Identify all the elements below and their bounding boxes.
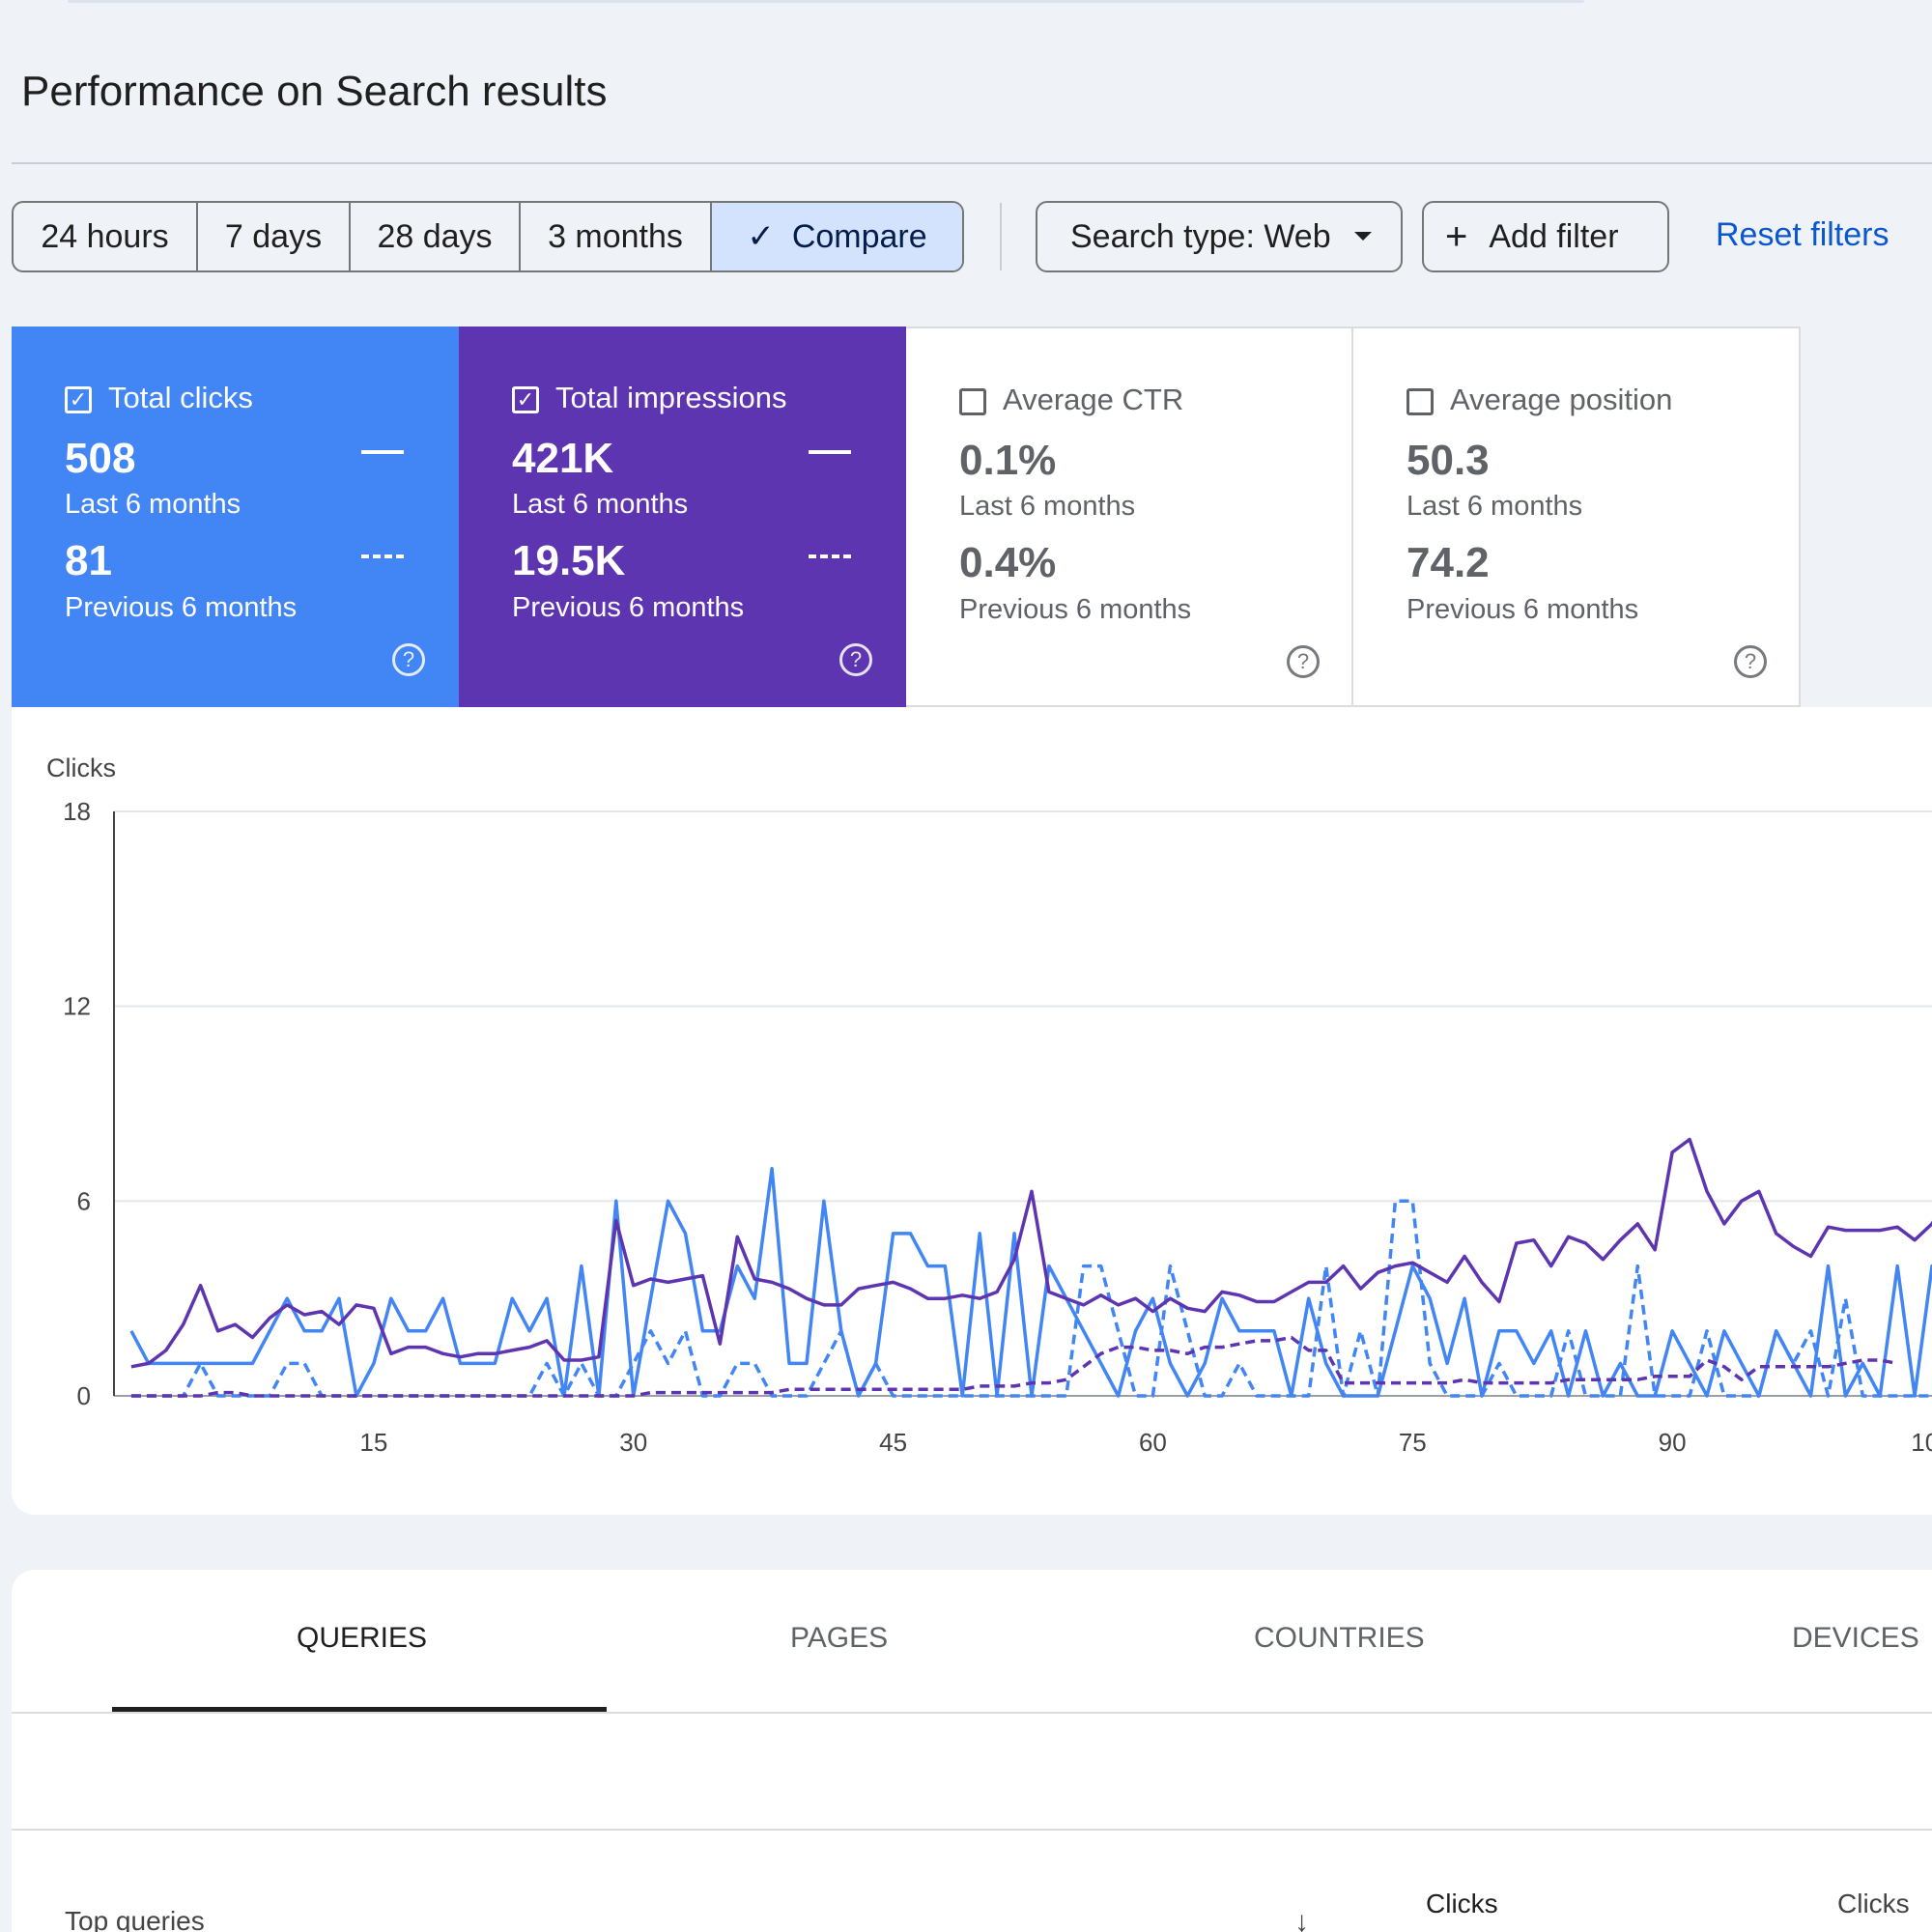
metric-label: Average position bbox=[1450, 383, 1673, 416]
plus-icon: + bbox=[1445, 215, 1468, 258]
metric-prev-period: Previous 6 months bbox=[959, 594, 1192, 625]
search-type-dropdown[interactable]: Search type: Web bbox=[1036, 201, 1403, 272]
metric-prev-period: Previous 6 months bbox=[65, 592, 298, 623]
page-title: Performance on Search results bbox=[21, 68, 608, 115]
checkbox-checked-icon[interactable]: ✓ bbox=[512, 386, 539, 413]
metric-card-average-position[interactable]: Average position 50.3 Last 6 months 74.2… bbox=[1353, 327, 1801, 707]
metric-period: Last 6 months bbox=[1406, 491, 1583, 522]
metric-period: Last 6 months bbox=[959, 491, 1136, 522]
solid-line-legend-icon bbox=[361, 450, 404, 454]
metric-prev-period: Previous 6 months bbox=[512, 592, 745, 623]
toolbar-separator bbox=[1000, 203, 1002, 270]
clicks-prev-column-header[interactable]: Clicks bbox=[1837, 1889, 1910, 1918]
top-queries-header: Top queries bbox=[65, 1906, 205, 1932]
table-toolbar-divider bbox=[12, 1829, 1932, 1831]
dimension-tabs-panel: QUERIES PAGES COUNTRIES DEVICES Top quer… bbox=[12, 1570, 1932, 1932]
y-tick-label: 6 bbox=[77, 1186, 91, 1215]
metric-value: 50.3 bbox=[1406, 437, 1490, 484]
checkbox-unchecked-icon[interactable] bbox=[959, 388, 986, 415]
add-filter-button[interactable]: + Add filter bbox=[1422, 201, 1669, 272]
help-icon[interactable]: ? bbox=[1287, 645, 1320, 678]
checkbox-checked-icon[interactable]: ✓ bbox=[65, 386, 92, 413]
top-scroll-indicator bbox=[68, 0, 1584, 3]
x-tick-label: 15 bbox=[359, 1428, 387, 1457]
arrow-down-icon[interactable]: ↓ bbox=[1294, 1906, 1309, 1932]
checkbox-unchecked-icon[interactable] bbox=[1406, 388, 1434, 415]
x-tick-label: 105 bbox=[1911, 1428, 1932, 1457]
help-icon[interactable]: ? bbox=[839, 643, 872, 676]
impressions-previous-series-line bbox=[130, 1335, 1898, 1398]
y-tick-label: 12 bbox=[63, 992, 91, 1021]
checkmark-icon: ✓ bbox=[747, 218, 775, 255]
tabs-divider bbox=[12, 1712, 1932, 1714]
y-tick-label: 18 bbox=[63, 797, 91, 826]
caret-down-icon bbox=[1354, 232, 1372, 241]
metric-label: Total clicks bbox=[108, 381, 253, 414]
metric-card-average-ctr[interactable]: Average CTR 0.1% Last 6 months 0.4% Prev… bbox=[906, 327, 1353, 707]
tab-devices[interactable]: DEVICES bbox=[1792, 1622, 1919, 1654]
metric-label: Total impressions bbox=[555, 381, 787, 414]
metric-prev-value: 74.2 bbox=[1406, 539, 1490, 586]
tab-countries[interactable]: COUNTRIES bbox=[1254, 1622, 1425, 1654]
title-divider bbox=[12, 162, 1932, 164]
range-3-months-button[interactable]: 3 months bbox=[521, 203, 712, 270]
tab-queries[interactable]: QUERIES bbox=[297, 1622, 428, 1654]
compare-label: Compare bbox=[791, 217, 927, 255]
metric-prev-value: 81 bbox=[65, 537, 112, 584]
tab-pages[interactable]: PAGES bbox=[790, 1622, 889, 1654]
impressions-current-series-line bbox=[130, 1137, 1932, 1369]
range-7-days-button[interactable]: 7 days bbox=[198, 203, 351, 270]
x-tick-label: 30 bbox=[619, 1428, 647, 1457]
x-tick-label: 60 bbox=[1139, 1428, 1167, 1457]
x-tick-label: 75 bbox=[1399, 1428, 1427, 1457]
x-tick-label: 90 bbox=[1659, 1428, 1687, 1457]
add-filter-label: Add filter bbox=[1489, 217, 1619, 255]
date-range-group: 24 hours 7 days 28 days 3 months ✓ Compa… bbox=[12, 201, 964, 272]
metric-period: Last 6 months bbox=[512, 489, 689, 520]
clicks-line-chart[interactable]: Clicks 0 6 12 18 15 30 45 60 75 90 105 bbox=[12, 707, 1932, 1515]
metric-prev-value: 19.5K bbox=[512, 537, 626, 584]
metric-label: Average CTR bbox=[1003, 383, 1184, 416]
metric-prev-period: Previous 6 months bbox=[1406, 594, 1639, 625]
metric-cards: ✓ Total clicks 508 Last 6 months 81 Prev… bbox=[12, 327, 1801, 707]
metric-prev-value: 0.4% bbox=[959, 539, 1057, 586]
clicks-column-header[interactable]: Clicks bbox=[1426, 1889, 1498, 1918]
help-icon[interactable]: ? bbox=[392, 643, 425, 676]
dashed-line-legend-icon bbox=[809, 554, 851, 558]
chart-panel: Clicks 0 6 12 18 15 30 45 60 75 90 105 bbox=[12, 707, 1932, 1515]
compare-button[interactable]: ✓ Compare bbox=[712, 203, 962, 270]
y-axis-label: Clicks bbox=[46, 753, 116, 782]
y-tick-label: 0 bbox=[77, 1381, 91, 1410]
dashed-line-legend-icon bbox=[361, 554, 404, 558]
x-tick-label: 45 bbox=[879, 1428, 907, 1457]
reset-filters-link[interactable]: Reset filters bbox=[1716, 216, 1889, 253]
metric-value: 508 bbox=[65, 435, 136, 482]
help-icon[interactable]: ? bbox=[1734, 645, 1767, 678]
metric-value: 0.1% bbox=[959, 437, 1057, 484]
range-28-days-button[interactable]: 28 days bbox=[351, 203, 521, 270]
search-type-label: Search type: Web bbox=[1070, 217, 1331, 255]
metric-card-total-clicks[interactable]: ✓ Total clicks 508 Last 6 months 81 Prev… bbox=[12, 327, 459, 707]
metric-card-total-impressions[interactable]: ✓ Total impressions 421K Last 6 months 1… bbox=[459, 327, 906, 707]
range-24-hours-button[interactable]: 24 hours bbox=[14, 203, 198, 270]
metric-period: Last 6 months bbox=[65, 489, 242, 520]
solid-line-legend-icon bbox=[809, 450, 851, 454]
active-tab-indicator bbox=[112, 1707, 607, 1712]
metric-value: 421K bbox=[512, 435, 614, 482]
